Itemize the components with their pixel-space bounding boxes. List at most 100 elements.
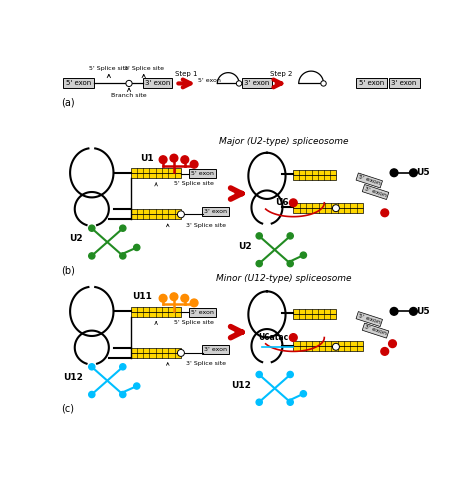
Text: (a): (a) xyxy=(62,98,75,107)
Circle shape xyxy=(287,261,293,267)
Bar xyxy=(293,203,363,208)
Circle shape xyxy=(89,225,95,231)
Text: U5: U5 xyxy=(416,307,429,316)
Circle shape xyxy=(181,294,189,302)
Bar xyxy=(130,307,181,312)
Bar xyxy=(293,342,363,346)
Text: Branch site: Branch site xyxy=(111,94,147,98)
Circle shape xyxy=(190,299,198,307)
Text: 3' exon: 3' exon xyxy=(204,209,228,214)
Text: 3' Splice site: 3' Splice site xyxy=(186,361,226,366)
Circle shape xyxy=(287,399,293,405)
Text: 3' exon: 3' exon xyxy=(392,80,417,86)
Circle shape xyxy=(321,81,326,86)
Bar xyxy=(189,308,216,317)
Bar xyxy=(130,214,181,219)
Bar xyxy=(130,168,181,173)
Text: 3' Splice site: 3' Splice site xyxy=(124,66,164,71)
Bar xyxy=(293,314,336,319)
Circle shape xyxy=(120,225,126,231)
Circle shape xyxy=(332,343,339,350)
Circle shape xyxy=(389,340,396,347)
Text: U6: U6 xyxy=(275,198,289,207)
Circle shape xyxy=(256,371,262,378)
Bar xyxy=(356,78,387,88)
Bar xyxy=(130,173,181,178)
Circle shape xyxy=(120,392,126,397)
Text: 5' Splice site: 5' Splice site xyxy=(174,181,214,186)
Text: U1: U1 xyxy=(140,154,154,163)
Bar xyxy=(143,78,173,88)
Text: Major (U2-type) spliceosome: Major (U2-type) spliceosome xyxy=(219,138,349,147)
Circle shape xyxy=(134,245,140,250)
Circle shape xyxy=(390,169,398,176)
Text: U5: U5 xyxy=(416,168,429,177)
Circle shape xyxy=(89,253,95,259)
Bar xyxy=(63,78,94,88)
Bar xyxy=(202,345,229,354)
Circle shape xyxy=(177,211,184,218)
Circle shape xyxy=(89,392,95,397)
Circle shape xyxy=(381,347,389,355)
Bar xyxy=(293,346,363,351)
Circle shape xyxy=(256,233,262,239)
Circle shape xyxy=(390,308,398,315)
Circle shape xyxy=(170,154,178,162)
Circle shape xyxy=(237,81,242,86)
Circle shape xyxy=(256,399,262,405)
Circle shape xyxy=(89,364,95,370)
Circle shape xyxy=(181,156,189,164)
Circle shape xyxy=(287,371,293,378)
Bar xyxy=(189,169,216,178)
Text: Minor (U12-type) spliceosome: Minor (U12-type) spliceosome xyxy=(216,274,352,283)
Text: 5' exon: 5' exon xyxy=(359,80,384,86)
Text: (c): (c) xyxy=(62,404,74,414)
Bar xyxy=(202,207,229,216)
Text: 5' Splice site: 5' Splice site xyxy=(89,66,129,71)
Circle shape xyxy=(300,252,307,258)
Circle shape xyxy=(410,308,417,315)
Circle shape xyxy=(332,205,339,212)
Circle shape xyxy=(159,156,167,164)
Circle shape xyxy=(120,253,126,259)
Text: Step 2: Step 2 xyxy=(270,71,292,77)
Circle shape xyxy=(381,209,389,217)
Circle shape xyxy=(290,334,297,342)
Circle shape xyxy=(300,391,307,397)
Bar xyxy=(389,78,419,88)
Circle shape xyxy=(177,349,184,356)
Text: 5' exon: 5' exon xyxy=(198,78,221,83)
Text: U12: U12 xyxy=(63,373,82,382)
Circle shape xyxy=(120,364,126,370)
Circle shape xyxy=(410,169,417,176)
Circle shape xyxy=(190,160,198,168)
Text: 5' Splice site: 5' Splice site xyxy=(174,319,214,325)
Bar xyxy=(130,312,181,317)
Text: (b): (b) xyxy=(62,265,75,275)
Text: 3' exon: 3' exon xyxy=(364,186,387,198)
Text: 3' Splice site: 3' Splice site xyxy=(186,222,226,228)
Bar xyxy=(130,209,181,214)
Text: 5' exon: 5' exon xyxy=(357,174,381,186)
Text: U2: U2 xyxy=(238,242,251,251)
Text: U6atac: U6atac xyxy=(258,333,289,342)
Bar xyxy=(293,171,336,175)
Text: U11: U11 xyxy=(132,292,152,301)
Circle shape xyxy=(126,80,132,87)
Bar xyxy=(130,353,181,358)
Text: 3' exon: 3' exon xyxy=(364,325,387,337)
Text: 5' exon: 5' exon xyxy=(191,171,214,176)
Text: 3' exon: 3' exon xyxy=(204,347,228,352)
Text: U12: U12 xyxy=(232,381,251,390)
Text: Step 1: Step 1 xyxy=(175,71,198,77)
Text: U2: U2 xyxy=(69,235,82,244)
Text: 5' exon: 5' exon xyxy=(191,310,214,315)
Circle shape xyxy=(134,383,140,389)
Circle shape xyxy=(287,233,293,239)
Bar xyxy=(293,175,336,180)
Bar xyxy=(293,208,363,213)
Bar xyxy=(242,78,272,88)
Circle shape xyxy=(290,199,297,207)
Text: 5' exon: 5' exon xyxy=(357,313,381,325)
Circle shape xyxy=(256,261,262,267)
